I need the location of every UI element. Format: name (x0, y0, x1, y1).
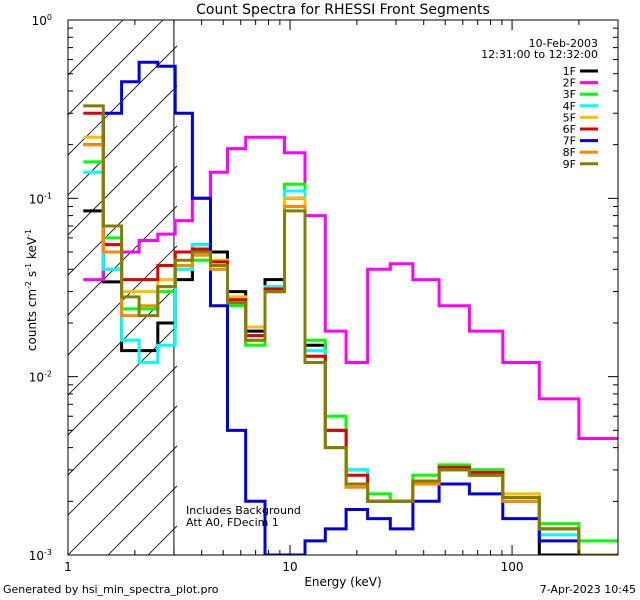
y-tick-label: 100 (32, 13, 52, 28)
x-tick-label: 1 (64, 560, 72, 574)
x-axis-label: Energy (keV) (304, 575, 381, 589)
y-tick-label: 10-1 (29, 191, 52, 206)
plot-frame (67, 19, 619, 556)
date-label: 10-Feb-2003 (529, 37, 598, 50)
time-range-label: 12:31:00 to 12:32:00 (481, 48, 598, 61)
annotation-attenuator: Att A0, FDecim 1 (186, 516, 279, 529)
series-line-9F (83, 104, 618, 555)
legend-label-3F: 3F (563, 88, 576, 101)
legend-label-1F: 1F (563, 65, 576, 78)
timestamp-label: 7-Apr-2023 10:45 (539, 583, 636, 596)
legend-label-9F: 9F (563, 158, 576, 171)
hatch-line (68, 445, 177, 555)
hatch-line (107, 485, 177, 555)
y-tick-label: 10-3 (29, 548, 52, 563)
x-tick-label: 10 (282, 560, 297, 574)
annotation-background: Includes Background (186, 504, 301, 517)
y-tick-label: 10-2 (29, 370, 52, 385)
hatch-line (68, 20, 164, 116)
legend-label-7F: 7F (563, 135, 576, 148)
hatch-line (68, 45, 177, 156)
hatch-line (68, 285, 177, 396)
hatch-line (68, 85, 177, 196)
series-line-8F (83, 143, 618, 555)
y-axis-label: counts cm-2 s-1 keV-1 (24, 229, 39, 351)
series-line-7F (83, 60, 618, 555)
legend-label-5F: 5F (563, 111, 576, 124)
x-tick-label: 100 (501, 560, 524, 574)
hatch-line (68, 405, 177, 516)
series-line-2F (83, 135, 618, 440)
hatched-region (68, 20, 640, 555)
series-line-1F (83, 196, 618, 555)
legend-label-4F: 4F (563, 100, 576, 113)
hatch-line (68, 365, 177, 476)
hatch-line (68, 205, 177, 316)
chart-title: Count Spectra for RHESSI Front Segments (196, 2, 490, 18)
hatch-line (68, 245, 177, 356)
hatch-line (428, 20, 640, 555)
legend-label-8F: 8F (563, 146, 576, 159)
hatch-line (68, 125, 177, 236)
legend-label-6F: 6F (563, 123, 576, 136)
hatch-line (68, 20, 124, 76)
generated-by-label: Generated by hsi_min_spectra_plot.pro (3, 583, 219, 596)
hatch-line (68, 325, 177, 436)
legend-label-2F: 2F (563, 77, 576, 90)
